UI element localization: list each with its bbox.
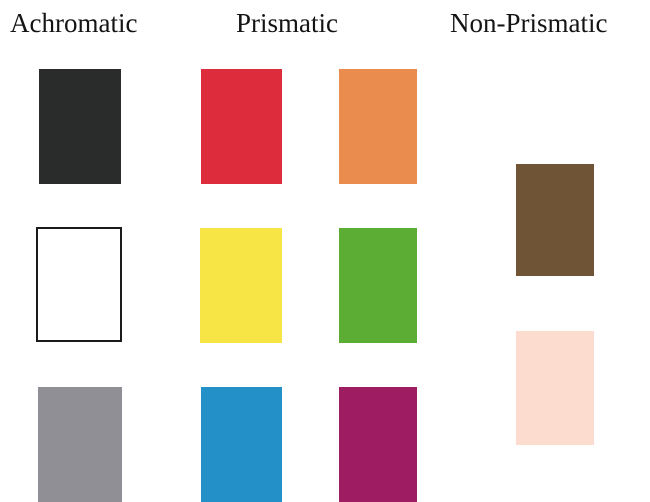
swatch-green xyxy=(339,228,417,343)
swatch-orange xyxy=(339,69,417,184)
swatch-brown xyxy=(516,164,594,276)
heading-prismatic: Prismatic xyxy=(236,8,338,38)
swatch-white xyxy=(36,227,122,342)
swatch-pale-pink xyxy=(516,331,594,445)
heading-non-prismatic: Non-Prismatic xyxy=(450,8,608,38)
swatch-yellow xyxy=(200,228,282,343)
swatch-blue xyxy=(201,387,282,502)
swatch-red xyxy=(201,69,282,184)
swatch-black xyxy=(39,69,121,184)
swatch-magenta xyxy=(339,387,417,502)
heading-achromatic: Achromatic xyxy=(10,8,138,38)
swatch-gray xyxy=(38,387,122,502)
